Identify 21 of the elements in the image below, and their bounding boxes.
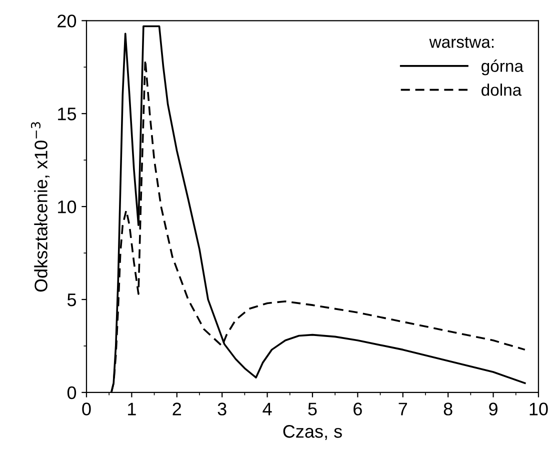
x-tick-label: 6 (354, 402, 362, 416)
legend-label: górna (482, 60, 524, 76)
x-tick-label: 4 (262, 402, 272, 416)
x-tick-label: 3 (218, 402, 226, 416)
y-tick-label: 5 (67, 294, 76, 306)
y-tick-label: 20 (58, 14, 76, 28)
x-tick-label: 10 (530, 402, 548, 416)
x-tick-label: 8 (444, 402, 452, 416)
legend-label: dolna (482, 84, 522, 96)
x-axis-title: Czas, s (283, 425, 342, 440)
x-tick-label: 0 (82, 402, 91, 416)
x-tick-label: 5 (308, 402, 317, 416)
y-tick-label: 15 (58, 108, 76, 120)
y-axis-title: Odkształcenie, x10$^{−3}$ (30, 122, 50, 292)
legend-title: warstwa: (429, 36, 494, 48)
x-tick-label: 1 (128, 402, 136, 416)
y-tick-label: 0 (67, 386, 76, 400)
x-tick-label: 2 (172, 402, 181, 416)
x-tick-label: 7 (398, 402, 407, 416)
x-tick-label: 9 (489, 402, 498, 416)
y-tick-label: 10 (58, 200, 76, 214)
